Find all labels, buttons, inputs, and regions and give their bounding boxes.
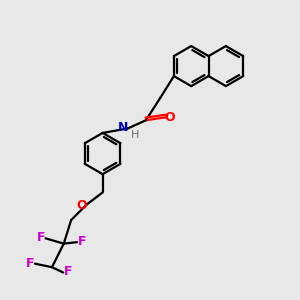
Text: H: H	[131, 130, 139, 140]
Text: N: N	[118, 121, 128, 134]
Text: F: F	[37, 231, 45, 244]
Text: F: F	[77, 235, 86, 248]
Text: F: F	[26, 256, 34, 270]
Text: O: O	[165, 110, 176, 124]
Text: F: F	[64, 266, 72, 278]
Text: O: O	[76, 199, 87, 212]
